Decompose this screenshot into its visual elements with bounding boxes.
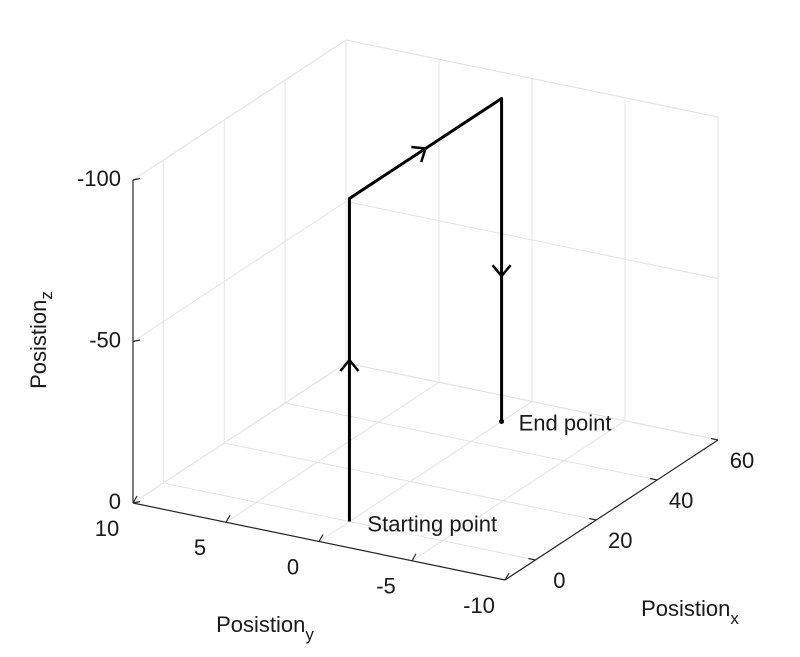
y-tick (411, 553, 417, 562)
x-tick-label: 20 (608, 528, 632, 553)
end-marker (499, 419, 505, 424)
y-axis-label: Posistiony (216, 612, 314, 645)
x-tick (528, 557, 536, 561)
y-tick (225, 514, 231, 523)
z-axis-label: Posistionz (26, 291, 57, 389)
y-tick-label: -5 (376, 574, 396, 599)
y-label-subscript: y (305, 625, 314, 644)
x-axis (504, 439, 719, 581)
annotation: Starting point (367, 511, 497, 536)
z-label-text: Posistion (26, 300, 51, 389)
y-label-text: Posistion (216, 612, 305, 637)
z-label-subscript: z (37, 291, 56, 300)
x-label-text: Posistion (641, 596, 730, 621)
z-tick (132, 177, 141, 181)
x-tick-label: 40 (669, 488, 693, 513)
z-tick (132, 339, 141, 343)
y-tick-label: 10 (95, 516, 119, 541)
x-tick-label: 60 (730, 448, 754, 473)
direction-arrow (411, 145, 428, 163)
floor-grid-line (225, 381, 440, 523)
direction-arrow (491, 264, 512, 279)
y-tick (318, 534, 324, 542)
x-tick-label: 0 (553, 568, 565, 593)
box-edge (345, 362, 719, 441)
box-edge (345, 39, 719, 118)
z-tick-label: 0 (109, 489, 121, 514)
y-tick (132, 495, 138, 504)
x-axis-label: Posistionx (641, 596, 739, 629)
y-tick-label: 0 (287, 554, 299, 579)
direction-arrow (339, 358, 360, 372)
y-tick (504, 572, 510, 581)
y-tick-label: 5 (194, 535, 206, 560)
floor-grid-line (318, 401, 533, 542)
x-tick (650, 477, 658, 481)
box-edge (132, 39, 347, 181)
wall-grid-line (132, 201, 347, 342)
x-label-subscript: x (730, 609, 739, 628)
x-tick (710, 437, 719, 441)
wall-grid-line (345, 201, 719, 279)
x-tick (589, 517, 597, 521)
annotation: End point (519, 410, 612, 435)
y-tick-label: -10 (463, 593, 495, 618)
z-tick-label: -50 (89, 327, 121, 352)
z-tick-label: -100 (77, 166, 121, 191)
box-edge (132, 362, 347, 504)
floor-grid-line (411, 420, 626, 562)
z-tick (132, 500, 141, 504)
path-line (347, 97, 504, 522)
